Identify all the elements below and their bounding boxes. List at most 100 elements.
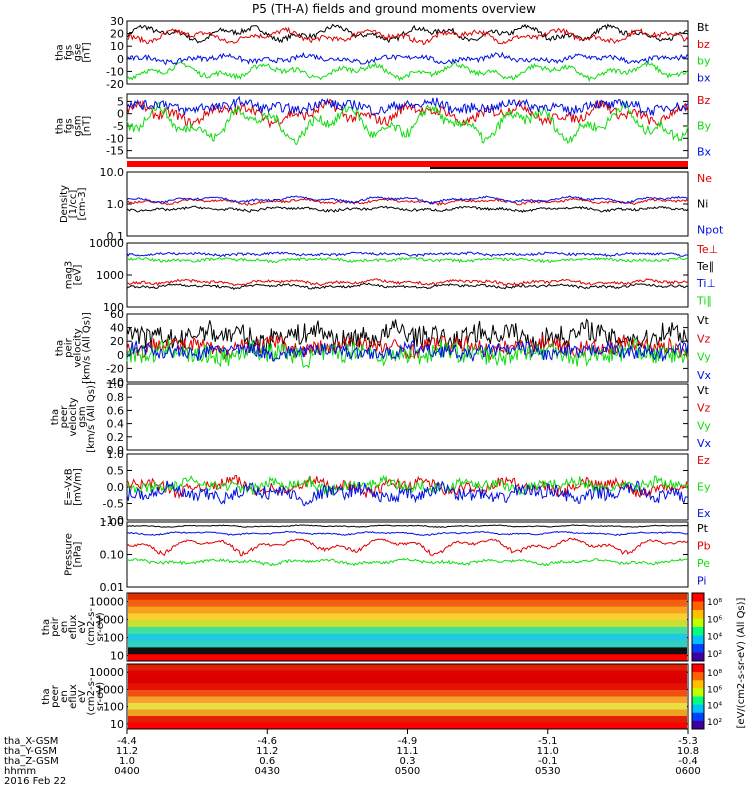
mode-bar-marker [430, 167, 688, 169]
y-tick-label: 20 [110, 28, 124, 41]
colorbar-segment [692, 610, 704, 619]
legend-Bz: Bz [697, 94, 711, 107]
legend-By: By [697, 120, 712, 133]
y-axis-label: eV [77, 620, 88, 633]
y-tick-label: 0.8 [107, 391, 125, 404]
x-tick-label: 0.3 [400, 756, 416, 767]
y-tick-label: 0.5 [107, 465, 125, 478]
colorbar: 10⁸ 10⁶ 10⁴ 10² 10⁸ 10⁶ 10⁴ 10² [eV/(cm2-s-sr-eV… [691, 592, 747, 730]
colorbar-segment [692, 593, 704, 602]
legend-Te⊥: Te⊥ [696, 243, 718, 256]
y-tick-label: -20 [106, 78, 124, 91]
y-tick-label: -0.5 [103, 498, 124, 511]
colorbar-tick-label: 10⁸ [707, 598, 722, 608]
legend-Pe: Pe [697, 557, 710, 570]
colorbar-segment [692, 601, 704, 611]
panels-group: 3020100-10-20thafgsgse[nT]Btbzbybx50-5-1… [41, 15, 724, 731]
y-axis-label: sr-eV) [95, 682, 106, 711]
legend-Ey: Ey [697, 481, 711, 494]
y-axis-label: gse [73, 44, 84, 62]
legend-bx: bx [697, 71, 711, 84]
y-tick-label: 0.0 [107, 481, 125, 494]
y-tick-label: 0 [117, 108, 124, 121]
series-line-Pi [126, 530, 689, 537]
y-tick-label: 0.0 [107, 444, 125, 457]
legend-Bx: Bx [697, 145, 712, 158]
y-tick-label: 0.1 [107, 230, 125, 243]
y-tick-label: 30 [110, 15, 124, 28]
series-line-By [126, 101, 689, 146]
colorbar-label: [eV/(cm2-s-sr-eV) (All Qs)] [736, 597, 747, 728]
y-axis-label: (cm2-s- [86, 677, 97, 715]
series-line-bx [126, 51, 689, 66]
y-tick-label: -20 [106, 362, 124, 375]
series-line-Bt [126, 23, 689, 44]
colorbar-segment [692, 688, 704, 697]
spectrogram-band [128, 640, 687, 648]
colorbar-segment [692, 635, 704, 645]
legend-Ex: Ex [697, 507, 711, 520]
y-tick-label: 100 [103, 701, 124, 714]
spectrogram-band [128, 703, 687, 710]
series-line-Ne [126, 197, 689, 207]
colorbar-segment [692, 712, 704, 722]
y-axis-label: gsm [77, 406, 88, 427]
y-tick-label: 1000 [96, 614, 124, 627]
y-axis-label: tha [50, 409, 61, 425]
colorbar-tick-label: 10⁸ [707, 669, 722, 679]
panel-density: 10.0 1.0 0.1 Density[1/cc][cm-3] Ne Ni Npot [59, 166, 724, 243]
y-tick-label: 1000 [96, 683, 124, 696]
y-tick-label: 100 [103, 301, 124, 314]
panel-peir_eflux: 10000 1000 100 10 thapeirenefluxeV(cm2-s-sr-… [41, 592, 689, 663]
y-axis-label: peir [64, 337, 75, 357]
y-tick-label: 40 [110, 322, 124, 335]
panel-peer_velocity: 1.00.80.60.40.20.0 thapeervelocitygsm[km/… [50, 378, 712, 457]
x-tick-label: -5.1 [538, 736, 558, 747]
x-axis-row-label: hhmm [4, 766, 36, 777]
y-axis-label: en [59, 690, 70, 703]
legend-Ne: Ne [697, 172, 712, 185]
y-tick-label: 100 [103, 632, 124, 645]
y-axis-label: eflux [68, 615, 79, 640]
series-line-Te∥ [126, 282, 689, 290]
y-axis-label: tha [55, 118, 66, 134]
legend-Vx: Vx [697, 369, 712, 382]
plot-title: P5 (TH-A) fields and ground moments over… [252, 2, 536, 16]
x-axis-row-label: tha_X-GSM [4, 736, 58, 747]
y-axis-label: tha [55, 340, 66, 356]
y-tick-label: 1.0 [107, 198, 125, 211]
y-tick-label: 10 [110, 718, 124, 731]
y-axis-label: [1/cc] [68, 190, 79, 219]
x-tick-label: -4.6 [257, 736, 277, 747]
y-axis-label: gsm [73, 115, 84, 136]
spectrogram-band [128, 606, 687, 614]
spectrogram-band [128, 709, 687, 717]
x-tick-label: 0530 [535, 766, 560, 777]
y-tick-label: 10000 [89, 596, 124, 609]
colorbar-frame [691, 592, 705, 662]
y-tick-label: 0 [117, 349, 124, 362]
spectrogram-band [128, 683, 687, 691]
y-tick-label: 0.4 [107, 418, 125, 431]
panel-frame [126, 521, 689, 588]
x-tick-label: -0.4 [678, 756, 698, 767]
x-tick-label: 10.8 [677, 746, 699, 757]
x-tick-label: 11.1 [396, 746, 418, 757]
y-axis-label: Pressure [64, 533, 75, 576]
y-axis-label: [mV/m] [73, 468, 84, 506]
y-axis-label: (cm2-s- [86, 608, 97, 646]
spectrogram-band [128, 647, 687, 655]
y-tick-label: 1000 [96, 269, 124, 282]
colorbar-tick-label: 10⁴ [707, 633, 722, 643]
y-axis-label: [km/s (All Qs)] [86, 381, 97, 453]
y-axis-label: fgs [64, 45, 75, 60]
colorbar-segment [692, 652, 704, 662]
series-line-Ex [126, 480, 689, 507]
y-tick-label: -10 [106, 132, 124, 145]
spectrogram-band [128, 664, 687, 671]
series-line-Ni [126, 205, 689, 214]
spectrogram-band [128, 722, 687, 730]
y-axis-label: en [59, 621, 70, 634]
